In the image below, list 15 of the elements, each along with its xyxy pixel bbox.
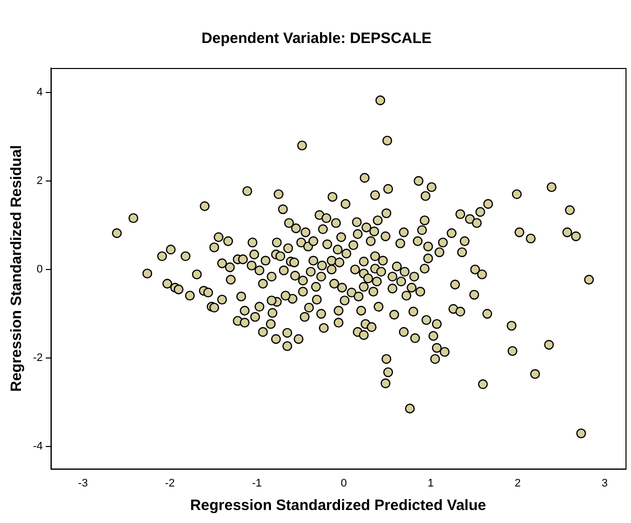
y-tick-label: 4 [36,86,43,98]
x-tick-label: 2 [514,477,521,490]
x-tick-label: -3 [78,477,88,490]
y-axis-title: Regression Standardized Residual [8,145,26,392]
x-tick-label: 1 [428,477,434,490]
y-tick-label: -4 [33,440,43,453]
y-tick-label: 2 [36,174,43,187]
x-axis-title: Regression Standardized Predicted Value [190,497,486,514]
x-tick-label: 0 [340,477,347,490]
y-tick-label: -2 [33,352,43,364]
chart-title: Dependent Variable: DEPSCALE [201,30,432,48]
y-tick-label: 0 [36,264,43,276]
x-tick-label: -1 [252,477,262,490]
x-tick-label: 3 [602,477,608,490]
x-tick-label: -2 [165,477,175,490]
